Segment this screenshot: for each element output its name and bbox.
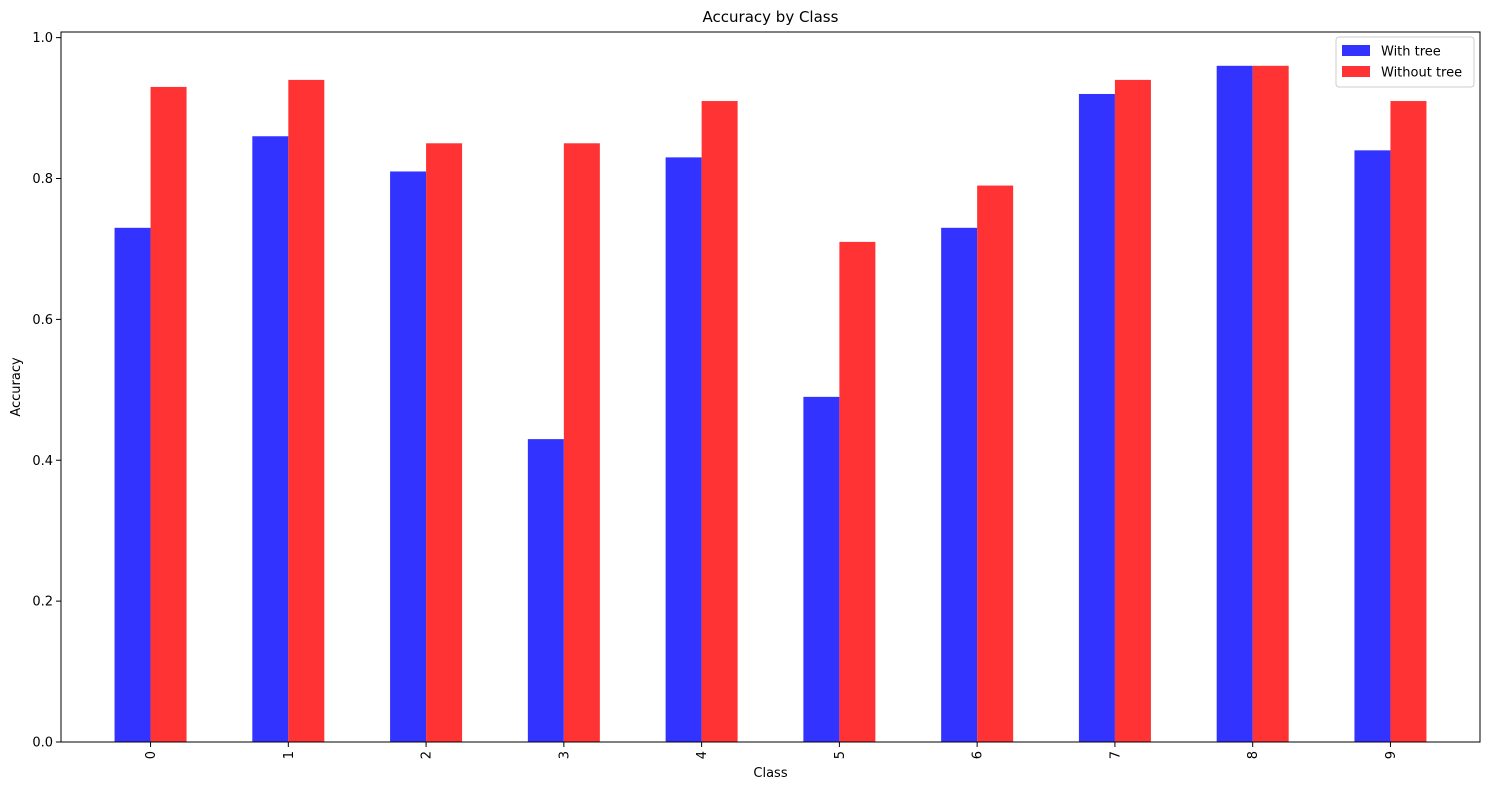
bar-without-tree-class-0 <box>150 86 187 742</box>
bar-with-tree-class-0 <box>114 227 151 743</box>
x-tick-label: 6 <box>971 751 986 759</box>
bar-with-tree-class-3 <box>527 439 564 742</box>
bar-with-tree-class-6 <box>941 227 978 743</box>
bar-with-tree-class-8 <box>1216 65 1253 743</box>
bar-without-tree-class-8 <box>1252 65 1289 743</box>
bar-without-tree-class-5 <box>839 241 876 742</box>
x-tick-label: 3 <box>557 751 572 759</box>
x-tick-label: 9 <box>1384 751 1399 759</box>
y-tick-label: 0.0 <box>32 736 53 751</box>
chart-title: Accuracy by Class <box>703 8 839 26</box>
legend-label: With tree <box>1381 45 1441 60</box>
legend: With tree Without tree <box>1335 36 1475 88</box>
bar-without-tree-class-3 <box>563 143 600 743</box>
x-tick-label: 5 <box>833 751 848 759</box>
bar-with-tree-class-7 <box>1078 93 1115 742</box>
y-axis-label: Accuracy <box>9 357 24 417</box>
bar-with-tree-class-4 <box>665 157 702 743</box>
legend-swatch <box>1342 66 1370 77</box>
bar-without-tree-class-1 <box>288 79 325 742</box>
bar-without-tree-class-6 <box>977 185 1014 743</box>
x-tick-label: 8 <box>1246 751 1261 759</box>
bar-with-tree-class-9 <box>1354 150 1391 743</box>
y-tick-label: 0.6 <box>32 313 53 328</box>
bar-with-tree-class-5 <box>803 396 840 742</box>
x-tick-label: 2 <box>420 751 435 759</box>
x-tick-label: 4 <box>695 751 710 759</box>
bar-without-tree-class-7 <box>1114 79 1151 742</box>
bar-with-tree-class-1 <box>252 136 289 742</box>
y-tick-label: 0.4 <box>32 454 53 469</box>
bar-without-tree-class-9 <box>1390 101 1427 743</box>
x-tick-label: 7 <box>1108 751 1123 759</box>
x-axis-label: Class <box>753 766 787 781</box>
bar-without-tree-class-2 <box>426 143 463 743</box>
y-tick-label: 1.0 <box>32 31 53 46</box>
bar-with-tree-class-2 <box>390 171 427 742</box>
x-tick-label: 0 <box>144 751 159 759</box>
legend-swatch <box>1342 45 1370 56</box>
y-tick-label: 0.8 <box>32 172 53 187</box>
legend-box <box>1335 36 1475 88</box>
plot-area-frame <box>60 31 1481 743</box>
legend-label: Without tree <box>1381 66 1462 81</box>
x-tick-label: 1 <box>282 751 297 759</box>
y-tick-label: 0.2 <box>32 595 53 610</box>
bar-without-tree-class-4 <box>701 101 738 743</box>
